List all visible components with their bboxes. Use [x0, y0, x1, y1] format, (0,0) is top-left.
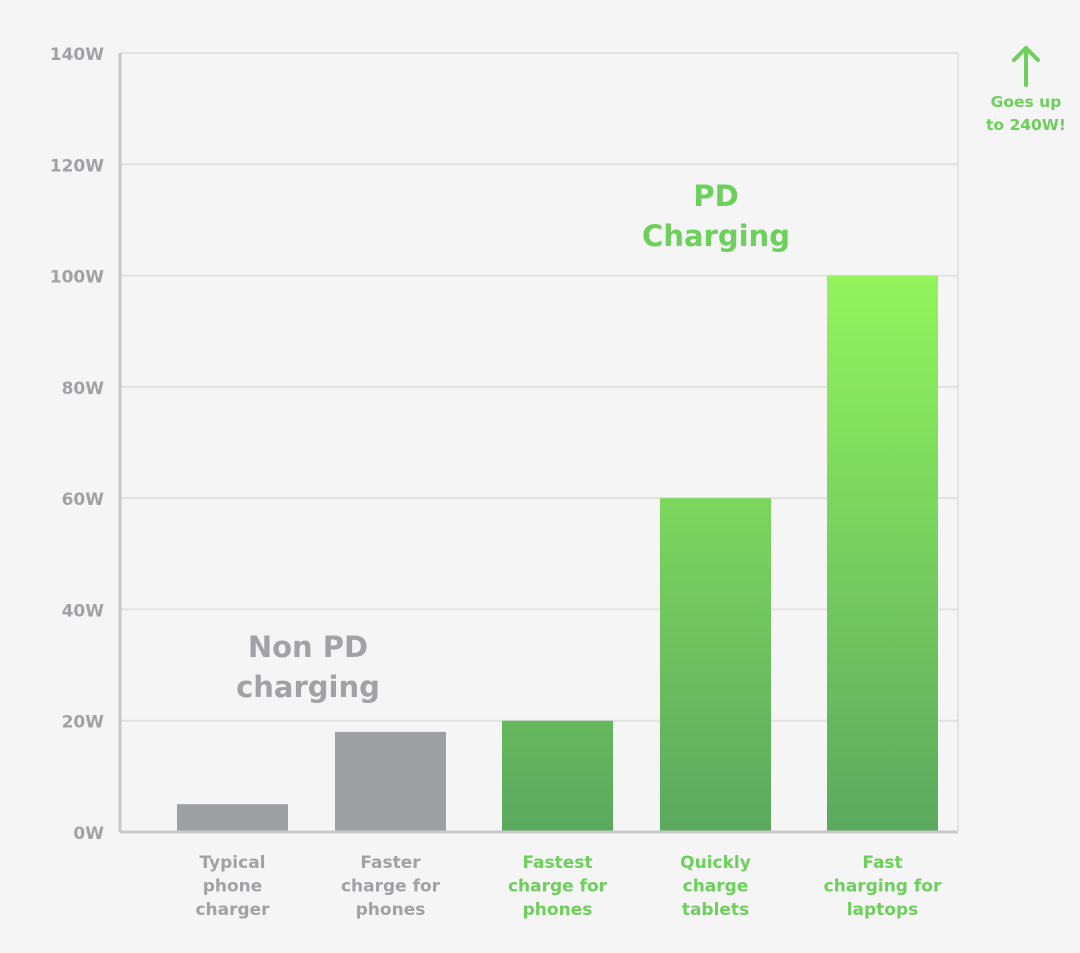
- bar: [335, 731, 446, 832]
- x-tick-label: Fast: [862, 853, 902, 873]
- x-tick-label: Fastest: [522, 853, 592, 873]
- bar: [177, 804, 288, 832]
- bars: [177, 275, 938, 833]
- y-tick-label: 100W: [50, 268, 104, 288]
- arrow-up-icon: [1012, 46, 1040, 87]
- x-tick-label: tablets: [682, 900, 749, 920]
- y-tick-label: 20W: [62, 713, 105, 733]
- y-tick-label: 40W: [62, 601, 105, 621]
- note-label: Goes up: [991, 93, 1062, 111]
- x-tick-label: charge for: [508, 877, 608, 897]
- bar: [660, 498, 771, 832]
- y-tick-label: 0W: [73, 824, 104, 844]
- x-tick-label: charger: [195, 900, 270, 920]
- y-axis-ticks: 0W 20W 40W 60W 80W 100W 120W 140W: [50, 45, 104, 844]
- x-tick-label: phone: [203, 877, 263, 897]
- non-pd-label: charging: [236, 670, 380, 704]
- x-tick-label: charging for: [824, 877, 942, 897]
- bar: [502, 720, 613, 832]
- y-tick-label: 120W: [50, 156, 104, 176]
- y-tick-label: 80W: [62, 379, 105, 399]
- x-tick-label: charge for: [341, 877, 441, 897]
- x-tick-label: Quickly: [680, 853, 751, 873]
- y-tick-label: 60W: [62, 490, 105, 510]
- note-label: to 240W!: [986, 116, 1066, 134]
- x-tick-label: phones: [523, 900, 593, 920]
- axes: [118, 53, 959, 834]
- x-tick-label: Faster: [360, 853, 421, 873]
- annotations: Non PD charging PD Charging Goes up to 240W!: [236, 46, 1066, 704]
- pd-label: Charging: [642, 219, 790, 253]
- non-pd-label: Non PD: [248, 630, 368, 664]
- x-axis-labels: Typical phone charger Faster charge for phone…: [195, 853, 942, 920]
- x-tick-label: charge: [683, 877, 749, 897]
- pd-label: PD: [693, 179, 738, 213]
- x-tick-label: phones: [356, 900, 426, 920]
- x-tick-label: Typical: [199, 853, 265, 873]
- gridlines: [120, 52, 958, 722]
- x-tick-label: laptops: [847, 900, 919, 920]
- y-tick-label: 140W: [50, 45, 104, 65]
- bar: [827, 275, 938, 833]
